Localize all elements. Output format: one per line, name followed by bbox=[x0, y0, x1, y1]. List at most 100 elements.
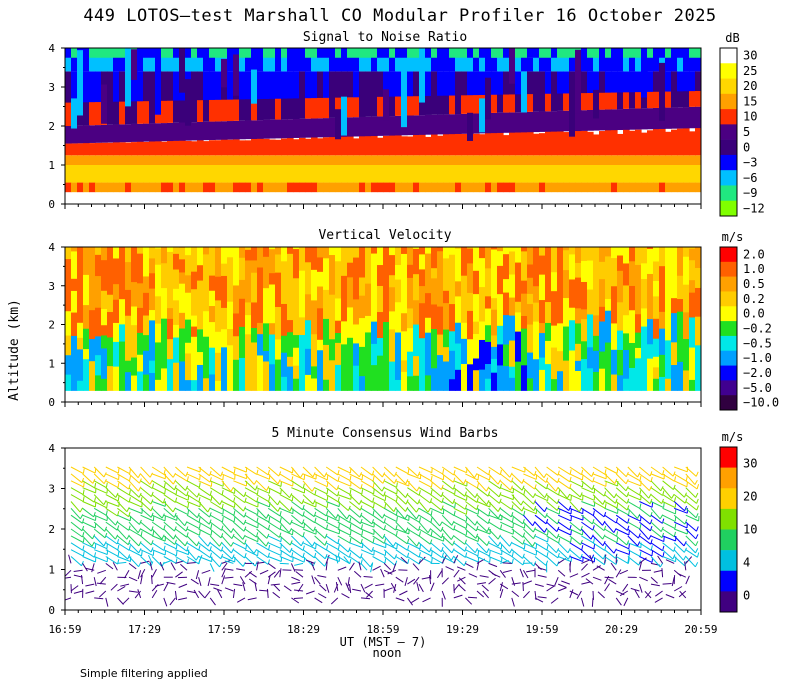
wind-barb bbox=[581, 514, 593, 525]
wind-barb-flag bbox=[277, 500, 281, 506]
wind-barb-flag bbox=[128, 525, 131, 531]
wind-barb-flag bbox=[453, 510, 456, 516]
snr-cell bbox=[455, 91, 462, 115]
snr-cell bbox=[377, 137, 384, 156]
vel-cell bbox=[593, 261, 600, 290]
wind-barb-flag bbox=[696, 498, 699, 504]
wind-barb bbox=[128, 542, 140, 554]
snr-cell bbox=[71, 155, 78, 165]
wind-barb bbox=[554, 577, 559, 586]
snr-cell bbox=[521, 131, 528, 156]
wind-barb bbox=[673, 480, 688, 488]
wind-barb bbox=[488, 473, 499, 485]
vel-cell bbox=[413, 299, 420, 325]
wind-barb-flag bbox=[196, 492, 200, 498]
wind-barb bbox=[279, 473, 292, 482]
vel-cell bbox=[455, 379, 462, 391]
vel-cell bbox=[383, 247, 390, 280]
snr-cell bbox=[629, 108, 636, 130]
vel-cell bbox=[101, 324, 108, 336]
snr-cell bbox=[545, 48, 552, 58]
wind-barb bbox=[650, 576, 658, 584]
vel-cell bbox=[509, 297, 516, 316]
wind-panel-title: 5 Minute Consensus Wind Barbs bbox=[271, 426, 499, 441]
wind-barb bbox=[349, 466, 360, 478]
snr-cell bbox=[329, 165, 336, 183]
wind-barb-flag bbox=[509, 472, 513, 478]
snr-cell bbox=[581, 155, 588, 165]
wind-barb bbox=[151, 542, 165, 551]
wind-barb bbox=[581, 559, 590, 564]
snr-cell bbox=[455, 114, 462, 134]
snr-cell bbox=[455, 155, 462, 165]
snr-cell bbox=[503, 155, 510, 165]
wind-barb-flag bbox=[94, 482, 97, 488]
wind-barb bbox=[209, 494, 221, 505]
wind-barb bbox=[627, 549, 641, 557]
wind-barb bbox=[650, 542, 663, 552]
wind-barb bbox=[70, 542, 84, 551]
wind-barb bbox=[400, 556, 408, 564]
wind-barb bbox=[407, 501, 417, 513]
snr-cell bbox=[203, 97, 210, 122]
vel-cell bbox=[443, 247, 450, 259]
wind-barb bbox=[604, 521, 615, 533]
snr-cell bbox=[191, 55, 198, 72]
vel-cell bbox=[497, 293, 504, 326]
wind-barb bbox=[661, 568, 664, 578]
snr-cell bbox=[647, 165, 654, 183]
wind-barb bbox=[499, 556, 513, 565]
snr-cell bbox=[383, 56, 390, 72]
snr-cell bbox=[257, 137, 264, 156]
wind-barb-flag bbox=[591, 554, 595, 560]
wind-barb bbox=[616, 549, 630, 555]
snr-cell bbox=[113, 142, 120, 156]
wind-barb bbox=[279, 528, 293, 536]
wind-barb bbox=[349, 480, 361, 490]
vel-cell bbox=[209, 347, 216, 375]
snr-cell bbox=[299, 182, 306, 193]
wind-barb-flag bbox=[326, 524, 329, 530]
wind-barb bbox=[117, 466, 130, 475]
snr-cell bbox=[209, 71, 216, 100]
wind-barb bbox=[140, 549, 154, 557]
wind-barb-flag bbox=[649, 525, 653, 531]
wind-barb bbox=[279, 521, 290, 533]
wind-barb bbox=[673, 535, 685, 547]
wind-barb bbox=[256, 556, 269, 565]
y-tick-label: 4 bbox=[48, 241, 55, 254]
wind-barb-flag bbox=[138, 541, 142, 547]
vel-cell bbox=[131, 357, 138, 376]
vel-cell bbox=[83, 304, 90, 329]
snr-cell bbox=[653, 155, 660, 165]
snr-cell bbox=[647, 48, 654, 58]
snr-cell bbox=[329, 135, 336, 156]
vel-cell bbox=[485, 308, 492, 326]
wind-barb-flag bbox=[485, 486, 490, 492]
vel-cell bbox=[71, 278, 78, 291]
colorbar-label: −0.5 bbox=[743, 336, 772, 350]
wind-barb-flag bbox=[486, 548, 490, 554]
vel-cell bbox=[419, 247, 426, 255]
wind-barb bbox=[653, 569, 663, 573]
snr-cell bbox=[215, 56, 222, 72]
vel-cell bbox=[221, 307, 228, 330]
wind-barb-flag bbox=[349, 523, 352, 529]
wind-barb bbox=[105, 542, 119, 551]
snr-cell bbox=[341, 56, 348, 72]
colorbar-label: 20 bbox=[743, 79, 757, 93]
wind-barb bbox=[592, 565, 601, 571]
vel-cell bbox=[365, 247, 372, 258]
vel-cell bbox=[473, 321, 480, 334]
wind-barb-flag bbox=[429, 498, 433, 504]
wind-barb-flag bbox=[373, 488, 375, 494]
wind-barb bbox=[233, 473, 247, 480]
vel-cell bbox=[113, 366, 120, 391]
snr-cell bbox=[149, 54, 156, 72]
vel-cell bbox=[641, 326, 648, 359]
snr-cell bbox=[197, 165, 204, 183]
snr-cell bbox=[587, 89, 594, 110]
vel-cell bbox=[425, 247, 432, 254]
snr-cell bbox=[155, 165, 162, 183]
wind-barb-flag bbox=[221, 517, 224, 523]
